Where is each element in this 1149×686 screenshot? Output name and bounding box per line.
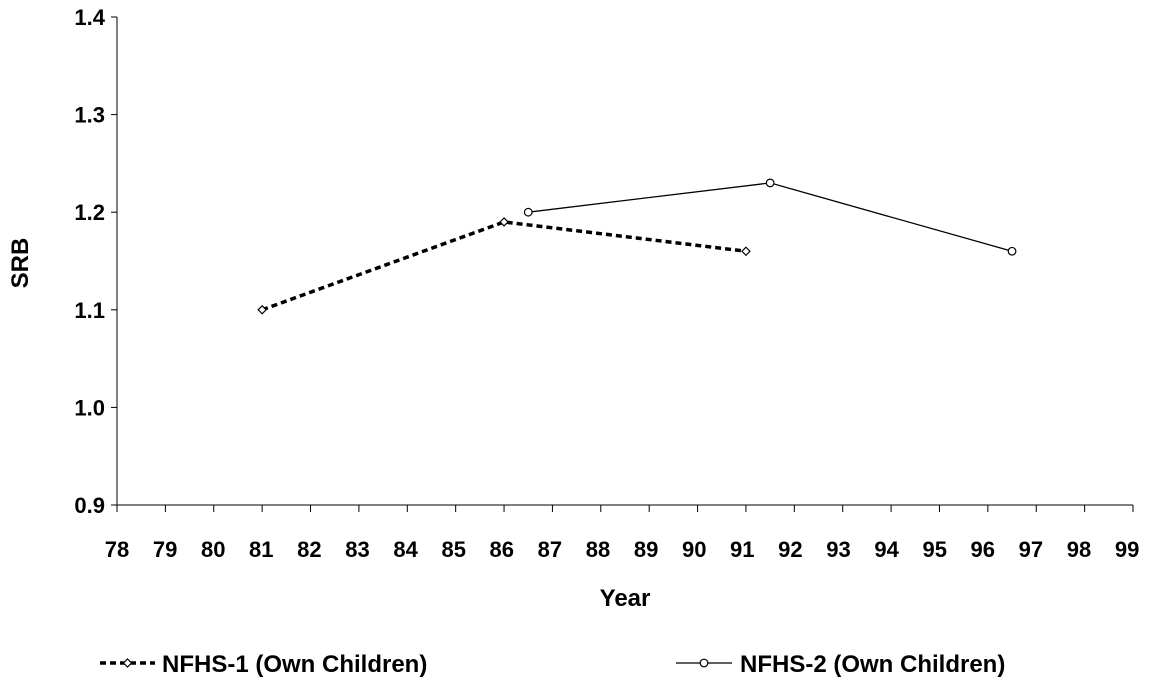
x-tick-label: 96 bbox=[971, 537, 995, 562]
series-layer bbox=[257, 178, 1017, 315]
x-tick-labels: 78 79 80 81 82 83 84 85 86 87 88 89 90 91 92 93 94 95 96 97… bbox=[105, 537, 1140, 562]
x-tick-label: 85 bbox=[441, 537, 465, 562]
x-tick-label: 87 bbox=[538, 537, 562, 562]
axes bbox=[111, 16, 1134, 512]
x-tick-label: 98 bbox=[1067, 537, 1091, 562]
legend-marker bbox=[122, 658, 133, 668]
legend-marker bbox=[699, 658, 709, 668]
x-tick-label: 81 bbox=[249, 537, 273, 562]
legend-item-2: NFHS-2 (Own Children) bbox=[676, 651, 1005, 678]
y-tick-label: 1.1 bbox=[74, 298, 105, 323]
data-point bbox=[1007, 246, 1017, 256]
data-point bbox=[741, 246, 751, 257]
data-point bbox=[499, 217, 509, 227]
legend-label: NFHS-1 (Own Children) bbox=[162, 651, 427, 678]
x-tick-label: 93 bbox=[826, 537, 850, 562]
x-tick-label: 90 bbox=[682, 537, 706, 562]
x-tick-label: 94 bbox=[874, 537, 899, 562]
legend-item-1: NFHS-1 (Own Children) bbox=[100, 651, 427, 678]
y-tick-label: 1.4 bbox=[74, 5, 105, 30]
legend: NFHS-1 (Own Children) NFHS-2 (Own Childre… bbox=[100, 651, 1005, 678]
series-line bbox=[528, 182, 1013, 252]
data-point bbox=[765, 178, 775, 188]
x-tick-label: 88 bbox=[586, 537, 610, 562]
x-tick-label: 82 bbox=[297, 537, 321, 562]
x-tick-label: 92 bbox=[778, 537, 802, 562]
legend-label: NFHS-2 (Own Children) bbox=[740, 651, 1005, 678]
series-1 bbox=[257, 217, 751, 315]
y-axis-label: SRB bbox=[7, 238, 34, 289]
y-tick-label: 1.3 bbox=[74, 103, 105, 128]
y-tick-label: 0.9 bbox=[74, 493, 105, 518]
x-tick-label: 79 bbox=[153, 537, 177, 562]
y-tick-labels: 0.9 1.0 1.1 1.2 1.3 1.4 bbox=[74, 5, 105, 518]
x-tick-label: 95 bbox=[922, 537, 946, 562]
x-tick-label: 83 bbox=[345, 537, 369, 562]
data-point bbox=[523, 207, 533, 217]
y-tick-label: 1.0 bbox=[74, 395, 105, 420]
x-tick-label: 97 bbox=[1019, 537, 1043, 562]
x-tick-label: 91 bbox=[730, 537, 754, 562]
x-tick-label: 84 bbox=[393, 537, 418, 562]
x-axis-label: Year bbox=[600, 585, 651, 612]
x-tick-label: 89 bbox=[634, 537, 658, 562]
x-tick-label: 80 bbox=[201, 537, 225, 562]
series-line bbox=[261, 220, 747, 312]
series-2 bbox=[523, 178, 1017, 256]
x-tick-label: 78 bbox=[105, 537, 129, 562]
y-tick-label: 1.2 bbox=[74, 200, 105, 225]
data-point bbox=[257, 304, 267, 315]
x-tick-label: 86 bbox=[490, 537, 514, 562]
x-tick-label: 99 bbox=[1115, 537, 1139, 562]
